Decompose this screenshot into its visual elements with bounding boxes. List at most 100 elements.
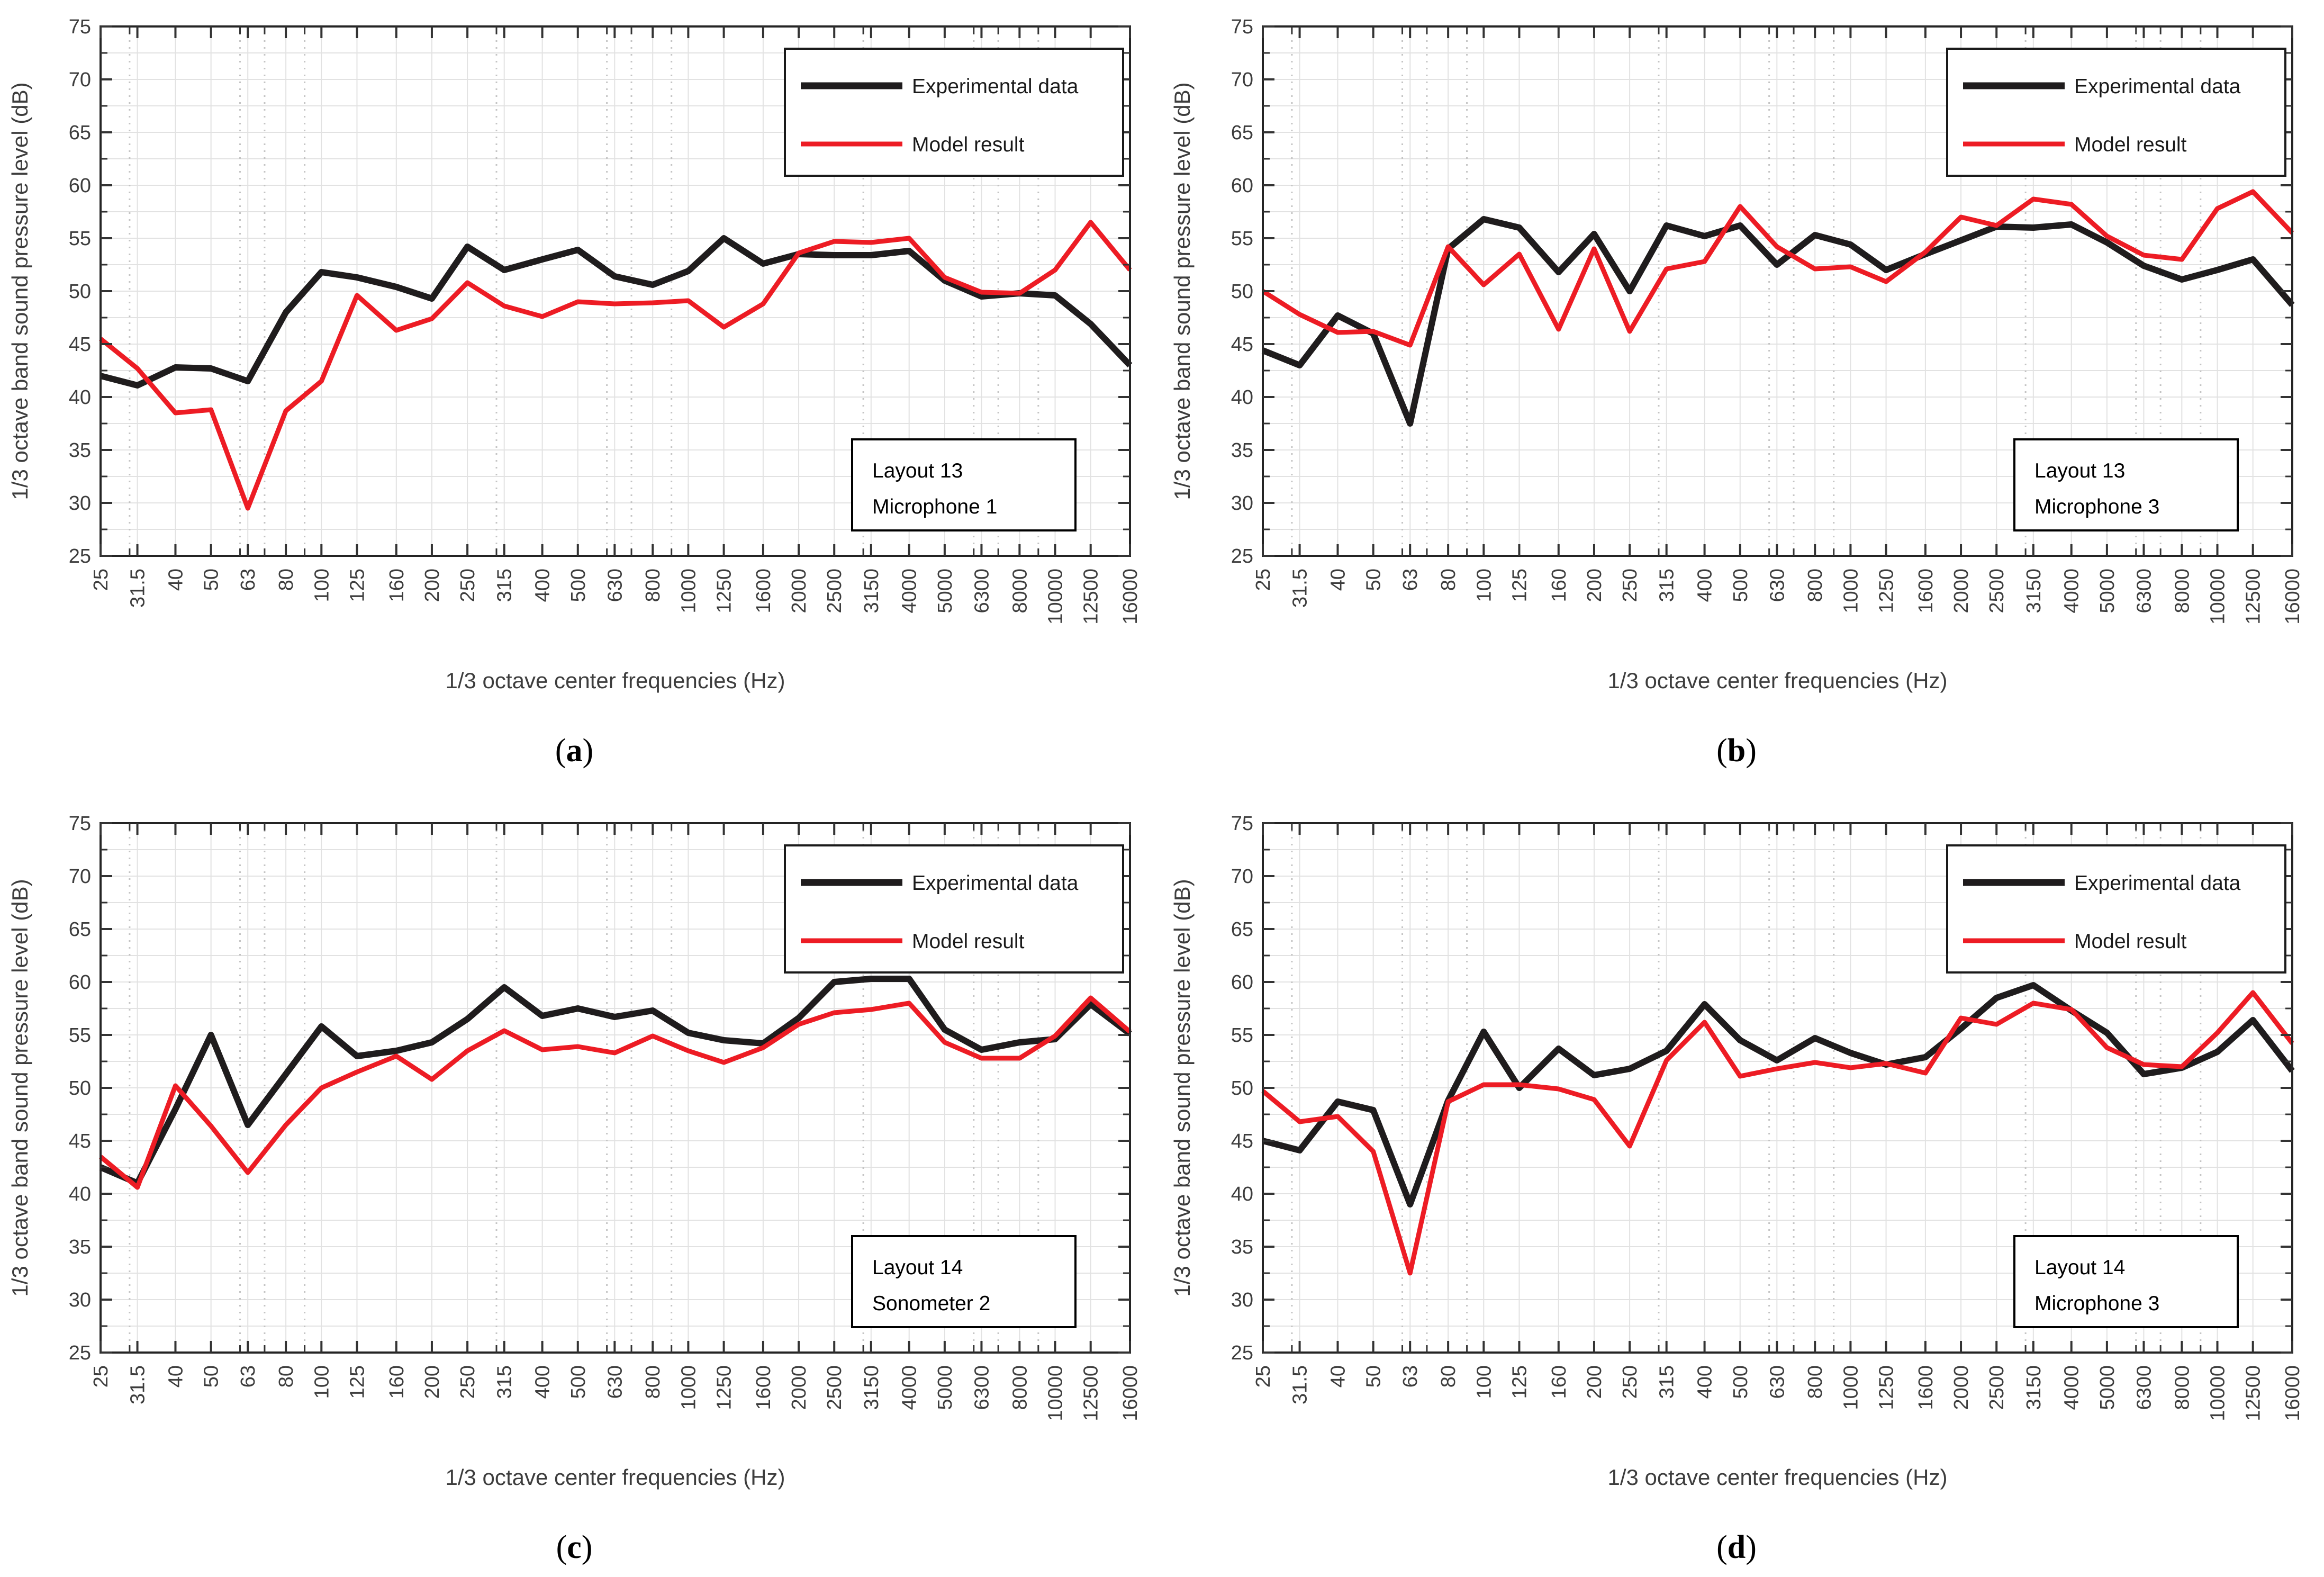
y-tick-label: 60 <box>69 971 91 994</box>
annotation-line-2: Sonometer 2 <box>872 1292 990 1315</box>
x-tick-label: 800 <box>642 569 664 602</box>
x-tick-label: 315 <box>494 1365 516 1399</box>
x-tick-label: 630 <box>1766 569 1788 602</box>
x-tick-label: 1000 <box>1840 1365 1862 1410</box>
x-tick-label: 315 <box>1656 569 1678 602</box>
series-model-result <box>1261 990 2294 1276</box>
grid <box>1263 26 2292 556</box>
x-tick-label: 630 <box>1766 1365 1788 1399</box>
y-tick-label: 35 <box>69 1236 91 1258</box>
x-tick-label: 31.5 <box>1289 569 1312 608</box>
legend-label-experimental: Experimental data <box>912 872 1079 895</box>
y-tick-label: 65 <box>1231 122 1253 144</box>
x-tick-label: 25 <box>1252 569 1274 591</box>
x-tick-label: 25 <box>90 1365 112 1387</box>
x-tick-label: 80 <box>1437 569 1460 591</box>
x-tick-label: 250 <box>457 569 479 602</box>
y-tick-label: 70 <box>1231 69 1253 91</box>
x-tick-label: 63 <box>1399 1365 1422 1387</box>
panel-caption: (b) <box>1716 733 1757 769</box>
x-tick-label: 8000 <box>2171 1365 2193 1410</box>
x-tick-label: 1000 <box>677 1365 700 1410</box>
x-tick-label: 5000 <box>2096 1365 2119 1410</box>
x-tick-label: 31.5 <box>127 569 149 608</box>
y-tick-label: 75 <box>1231 813 1253 835</box>
y-tick-label: 30 <box>69 1289 91 1311</box>
x-tick-label: 800 <box>1804 1365 1826 1399</box>
x-tick-label: 16000 <box>2282 569 2304 625</box>
legend: Experimental data Model result <box>784 48 1124 177</box>
x-tick-label: 12500 <box>2242 1365 2265 1421</box>
legend-label-experimental: Experimental data <box>2074 75 2241 98</box>
x-tick-label: 63 <box>237 1365 259 1387</box>
x-tick-label: 25 <box>1252 1365 1274 1387</box>
x-tick-label: 4000 <box>899 1365 921 1410</box>
y-tick-label: 55 <box>1231 1024 1253 1047</box>
legend: Experimental data Model result <box>784 844 1124 974</box>
x-tick-label: 8000 <box>2171 569 2193 614</box>
x-tick-label: 80 <box>275 1365 297 1387</box>
x-tick-label: 160 <box>386 569 408 602</box>
x-tick-label: 2500 <box>824 1365 846 1410</box>
y-tick-label: 35 <box>1231 1236 1253 1258</box>
x-tick-label: 5000 <box>934 569 956 614</box>
x-tick-label: 2000 <box>788 569 810 614</box>
x-tick-label: 500 <box>1730 1365 1752 1399</box>
legend-label-experimental: Experimental data <box>912 75 1079 98</box>
annotation-box <box>2013 438 2239 531</box>
x-tick-label: 40 <box>1327 569 1349 591</box>
x-tick-label: 250 <box>1619 569 1641 602</box>
x-tick-label: 400 <box>532 1365 554 1399</box>
x-tick-label: 6300 <box>971 569 993 614</box>
x-tick-label: 50 <box>201 1365 223 1387</box>
x-tick-label: 315 <box>1656 1365 1678 1399</box>
x-tick-label: 500 <box>567 1365 590 1399</box>
legend-label-model: Model result <box>2074 133 2187 156</box>
y-tick-label: 50 <box>69 281 91 303</box>
y-tick-label: 40 <box>1231 1183 1253 1205</box>
y-tick-label: 75 <box>69 16 91 38</box>
legend-label-model: Model result <box>912 133 1025 156</box>
x-tick-label: 2500 <box>824 569 846 614</box>
y-tick-label: 45 <box>1231 334 1253 356</box>
x-tick-label: 5000 <box>934 1365 956 1410</box>
y-tick-label: 35 <box>1231 439 1253 462</box>
x-tick-label: 1600 <box>1915 1365 1937 1410</box>
x-tick-label: 1600 <box>753 1365 775 1410</box>
x-tick-label: 8000 <box>1009 569 1031 614</box>
axis-ticks <box>100 25 1131 557</box>
y-tick-label: 70 <box>69 69 91 91</box>
annotation-box <box>851 438 1077 531</box>
y-tick-label: 25 <box>1231 1342 1253 1364</box>
x-tick-label: 10000 <box>2207 569 2229 625</box>
x-tick-label: 2000 <box>1950 1365 1973 1410</box>
x-tick-label: 500 <box>567 569 590 602</box>
x-tick-label: 10000 <box>1045 1365 1067 1421</box>
y-tick-label: 75 <box>69 813 91 835</box>
x-tick-label: 250 <box>1619 1365 1641 1399</box>
x-tick-label: 6300 <box>2133 569 2155 614</box>
y-tick-label: 65 <box>69 122 91 144</box>
y-tick-label: 70 <box>69 866 91 888</box>
axis-ticks <box>100 822 1131 1354</box>
series-model-result <box>99 995 1132 1190</box>
x-tick-label: 40 <box>165 1365 187 1387</box>
x-tick-label: 200 <box>421 569 444 602</box>
x-tick-label: 25 <box>90 569 112 591</box>
x-tick-label: 125 <box>346 1365 368 1399</box>
panel-caption: (a) <box>555 733 593 769</box>
x-tick-label: 16000 <box>2282 1365 2304 1421</box>
x-tick-label: 315 <box>494 569 516 602</box>
x-tick-label: 160 <box>386 1365 408 1399</box>
x-tick-label: 100 <box>1473 1365 1495 1399</box>
series-model-result <box>1261 189 2294 348</box>
y-tick-label: 55 <box>69 1024 91 1047</box>
y-tick-label: 45 <box>69 1130 91 1152</box>
y-tick-label: 50 <box>1231 1077 1253 1100</box>
y-tick-label: 35 <box>69 439 91 462</box>
y-tick-label: 30 <box>1231 1289 1253 1311</box>
x-tick-label: 10000 <box>2207 1365 2229 1421</box>
series-experimental-data <box>1261 216 2295 427</box>
y-tick-label: 25 <box>69 545 91 567</box>
panel-caption: (d) <box>1716 1529 1757 1565</box>
